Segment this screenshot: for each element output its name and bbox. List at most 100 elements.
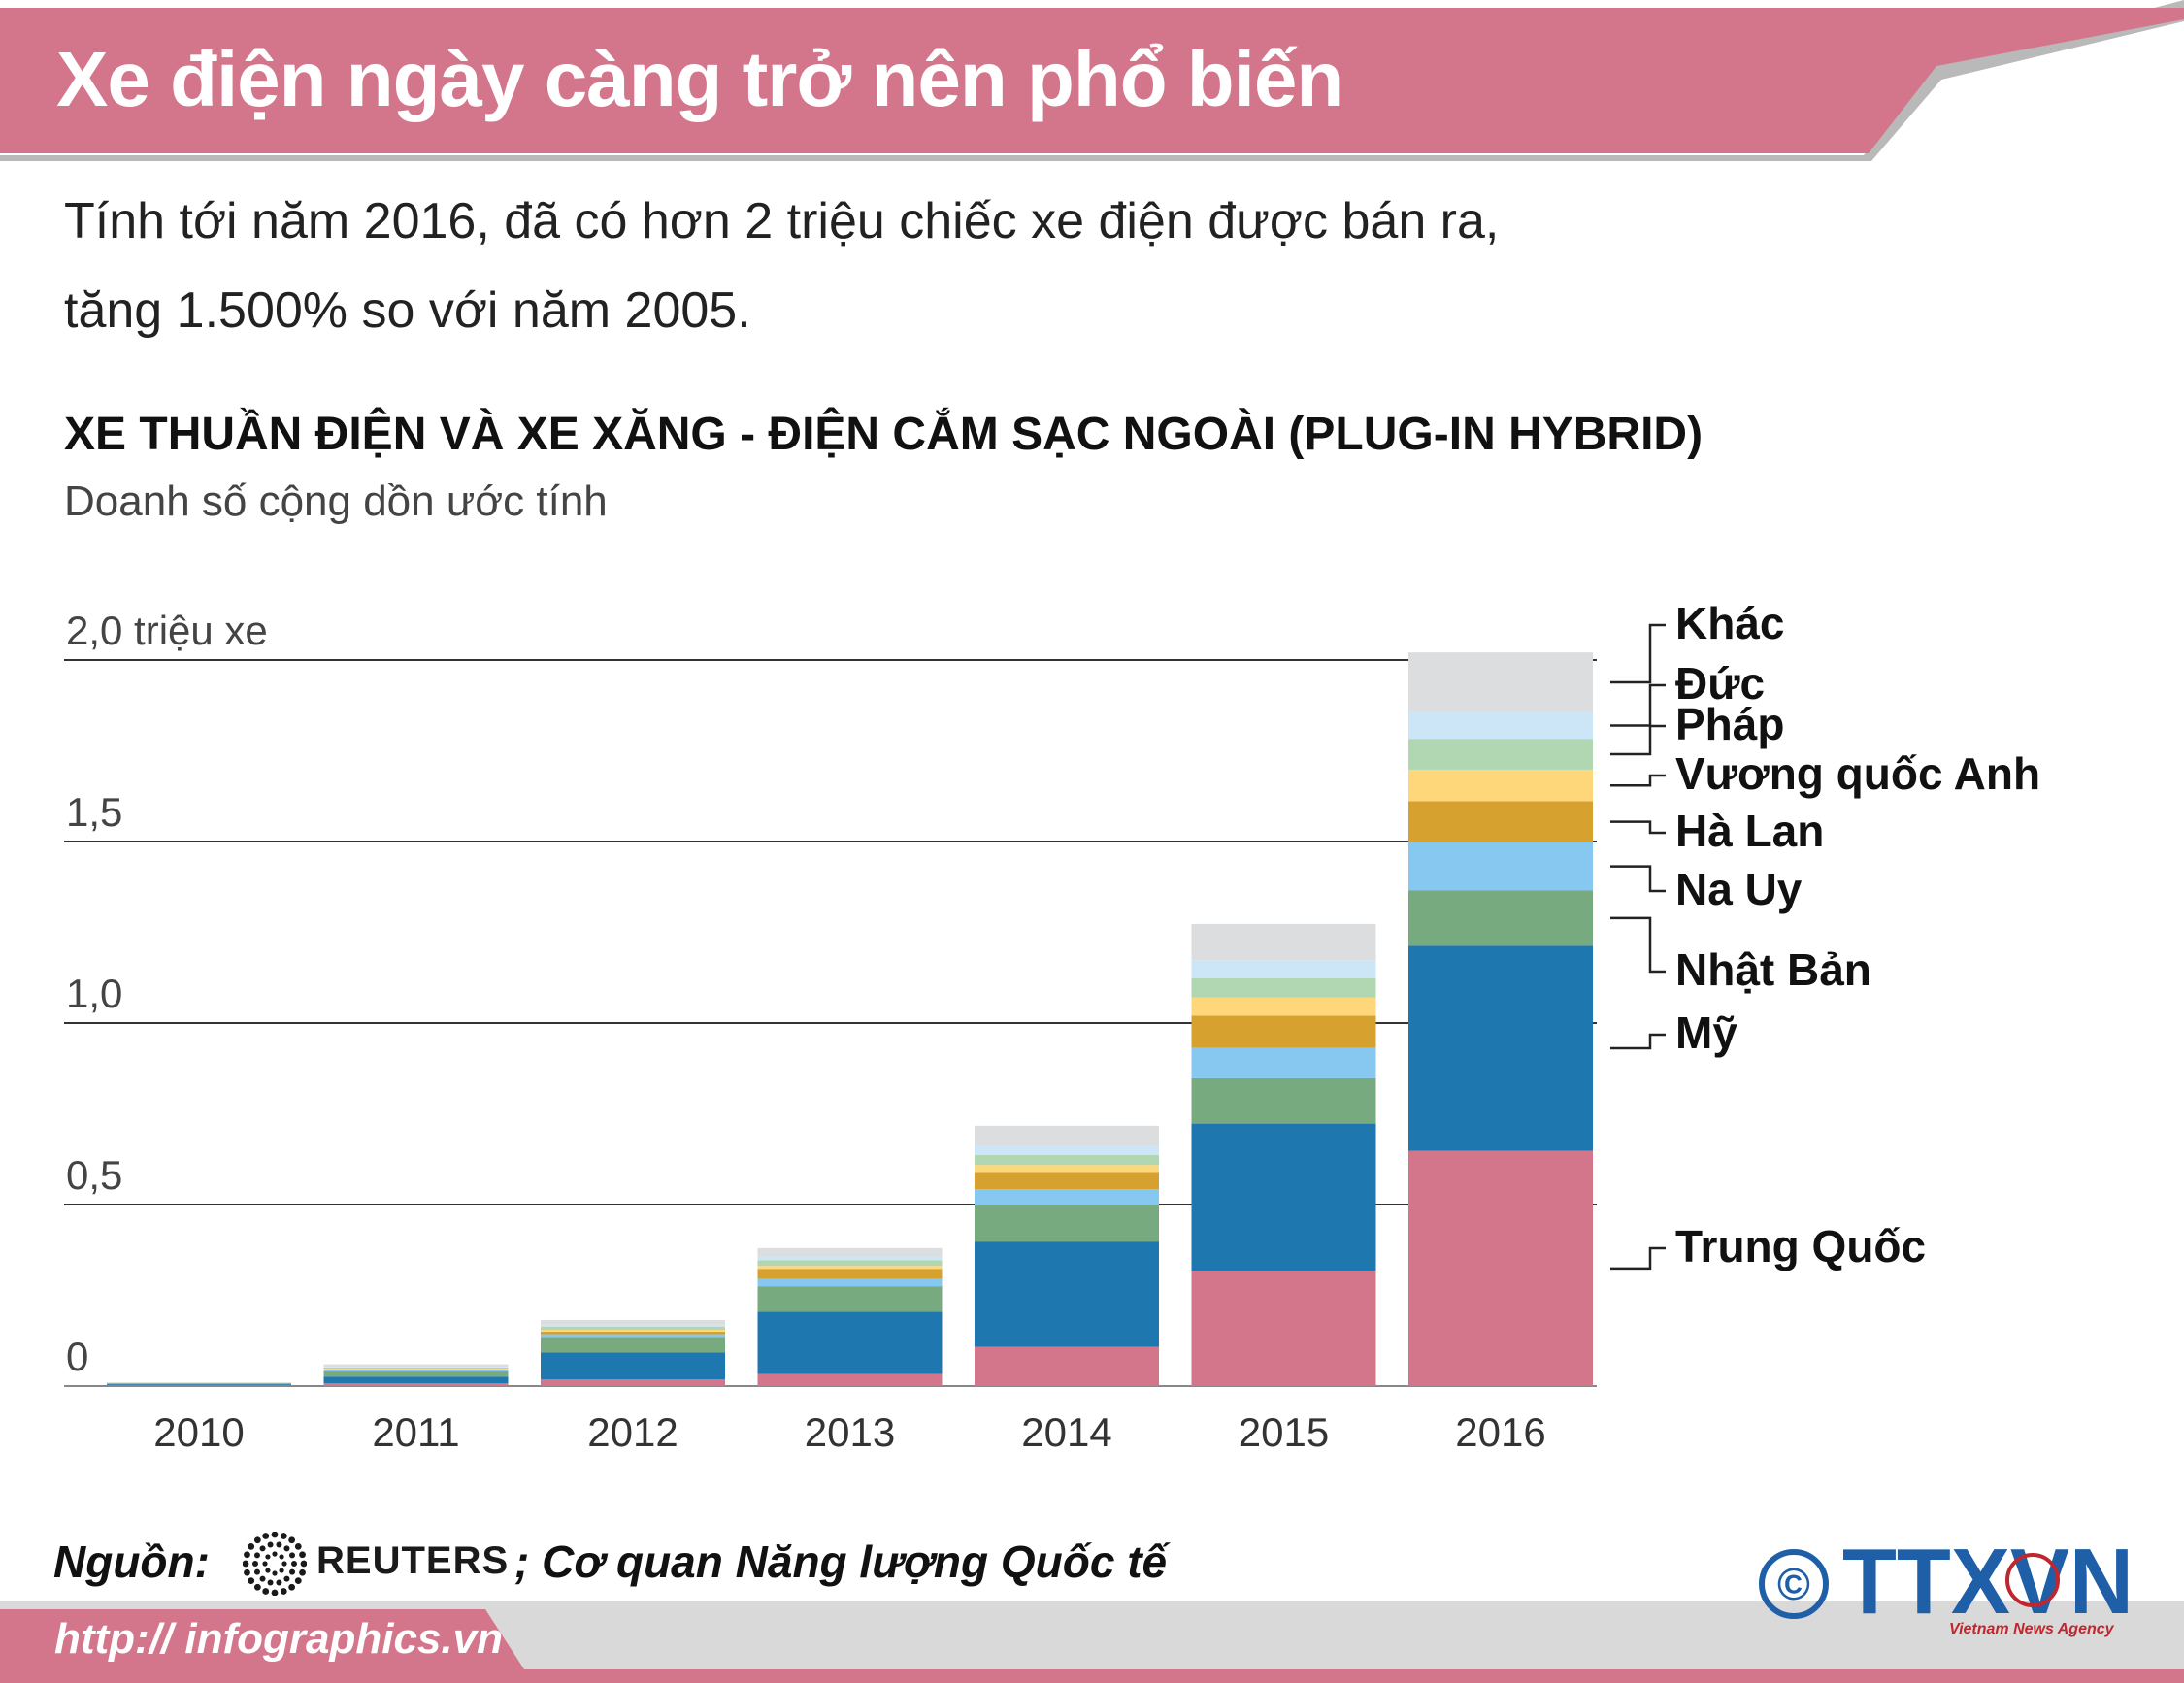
reuters-dot <box>271 1589 279 1596</box>
y-tick-label: 1,0 <box>66 971 122 1016</box>
bar-segment <box>1408 945 1593 1151</box>
reuters-dot <box>283 1545 290 1552</box>
reuters-dot <box>279 1568 284 1573</box>
bar-segment <box>1408 890 1593 946</box>
reuters-dot <box>289 1568 296 1575</box>
bar-segment <box>541 1331 725 1335</box>
legend-label: Khác <box>1675 598 1784 648</box>
chart-subtitle: Doanh số cộng dồn ước tính <box>64 478 608 525</box>
bar-segment <box>975 1172 1159 1190</box>
reuters-dot <box>265 1568 271 1573</box>
banner-background <box>0 8 2184 153</box>
ttxvn-logo-icon: TTXVN <box>1842 1541 2134 1619</box>
reuters-dot <box>253 1552 260 1559</box>
legend-leader-line <box>1610 724 1666 756</box>
bar-segment <box>975 1145 1159 1155</box>
bar-segment <box>323 1367 509 1368</box>
bar-segment <box>1191 997 1376 1016</box>
bar-segment <box>1408 739 1593 770</box>
bar-segment <box>107 1385 291 1386</box>
reuters-dot <box>283 1575 290 1582</box>
reuters-dot <box>280 1588 287 1595</box>
legend-item: Trung Quốc <box>1610 1221 1926 1271</box>
reuters-dot <box>248 1577 255 1585</box>
legend-label: Đức <box>1675 658 1765 709</box>
bar-segment <box>757 1373 943 1386</box>
ttxvn-wordmark: TTXVN <box>1842 1541 2134 1619</box>
legend-item: Pháp <box>1610 699 1784 756</box>
reuters-dot <box>294 1542 302 1550</box>
bar-segment <box>1408 842 1593 891</box>
bar-segment <box>323 1364 509 1368</box>
legend-item: Đức <box>1610 658 1765 727</box>
bar-segment <box>323 1370 509 1372</box>
reuters-dot <box>271 1532 279 1538</box>
legend-item: Khác <box>1610 598 1784 684</box>
bar-segment <box>1191 960 1376 978</box>
legend-label: Pháp <box>1675 699 1784 749</box>
footer-band <box>0 1601 2184 1683</box>
bar-segment <box>1191 1270 1376 1386</box>
reuters-dot <box>253 1583 261 1591</box>
x-tick-label: 2011 <box>372 1409 459 1455</box>
y-tick-label: 0 <box>66 1334 88 1379</box>
footer-url[interactable]: http:// infographics.vn <box>54 1615 503 1663</box>
y-tick-label: 2,0 triệu xe <box>66 608 268 653</box>
bar-segment <box>1408 711 1593 740</box>
reuters-dot <box>276 1541 282 1548</box>
reuters-dot <box>299 1568 306 1576</box>
bar-segment <box>757 1256 943 1261</box>
bar-segment <box>1408 652 1593 712</box>
bar-segment <box>757 1311 943 1374</box>
reuters-dot <box>279 1554 284 1560</box>
bar-segment <box>975 1154 1159 1166</box>
reuters-dot <box>253 1568 260 1575</box>
bar-segment <box>107 1382 291 1383</box>
legend: Trung Quốc Mỹ Nhật Bản Na Uy Hà Lan Vương quố… <box>1610 598 2040 1271</box>
reuters-dot <box>276 1579 282 1586</box>
legend-label: Vương quốc Anh <box>1675 748 2040 799</box>
intro-line-2: tăng 1.500% so với năm 2005. <box>64 282 751 339</box>
title-banner <box>0 0 2184 161</box>
reuters-dot <box>288 1536 296 1544</box>
bar-segment <box>541 1337 725 1353</box>
reuters-dot <box>281 1561 287 1567</box>
legend-label: Nhật Bản <box>1675 944 1871 995</box>
x-tick-label: 2013 <box>805 1409 895 1455</box>
chart-title: XE THUẦN ĐIỆN VÀ XE XĂNG - ĐIỆN CẮM SẠC … <box>64 409 1704 460</box>
footer-band-pink-left <box>0 1609 524 1683</box>
bar-segment <box>541 1334 725 1338</box>
legend-label: Hà Lan <box>1675 806 1824 856</box>
bar-segment <box>541 1352 725 1380</box>
reuters-dot <box>253 1536 261 1544</box>
bar-segment <box>1408 1150 1593 1386</box>
bar-segment <box>757 1286 943 1312</box>
bar-segment <box>107 1383 291 1385</box>
legend-item: Na Uy <box>1610 864 1803 914</box>
source-extra: ; Cơ quan Năng lượng Quốc tế <box>514 1536 1168 1587</box>
reuters-dot <box>243 1560 249 1568</box>
bar-segment <box>1191 1047 1376 1078</box>
legend-item: Mỹ <box>1610 1007 1737 1058</box>
bar-segment <box>975 1189 1159 1205</box>
bar-segment <box>757 1247 943 1257</box>
legend-leader-line <box>1610 1246 1666 1270</box>
x-tick-label: 2014 <box>1021 1409 1111 1455</box>
tick-labels: 0 0,5 1,0 1,5 2,0 triệu xe 2010 2011 2012 2013 20… <box>66 608 1546 1455</box>
legend-leader-line <box>1610 1033 1666 1050</box>
legend-leader-line <box>1610 774 1666 787</box>
bar-segment <box>323 1383 509 1386</box>
reuters-dot <box>244 1551 250 1559</box>
reuters-logo-icon <box>243 1532 307 1596</box>
reuters-dot <box>289 1552 296 1559</box>
y-tick-label: 0,5 <box>66 1152 122 1198</box>
bar-segment <box>541 1330 725 1332</box>
bar-segment <box>1408 801 1593 842</box>
reuters-dot <box>262 1533 270 1539</box>
reuters-dot <box>291 1561 297 1567</box>
bar-segment <box>1191 1015 1376 1048</box>
source-label: Nguồn: <box>53 1536 210 1587</box>
ttxvn-globe-icon <box>2005 1553 2060 1607</box>
bar-segment <box>975 1241 1159 1347</box>
legend-leader-line <box>1610 820 1666 835</box>
